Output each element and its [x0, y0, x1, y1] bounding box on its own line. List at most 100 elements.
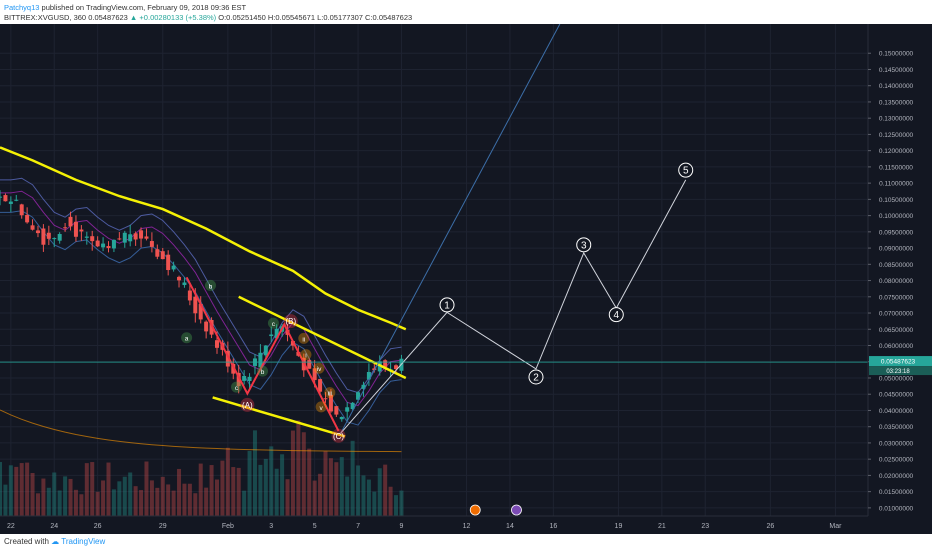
volume-bar — [231, 467, 236, 516]
price-axis-label: 0.01500000 — [879, 489, 914, 496]
volume-bar — [8, 465, 13, 516]
wave-label-circle — [576, 237, 592, 253]
ohlc-values: O:0.05251450 H:0.05545671 L:0.05177307 C… — [218, 13, 413, 22]
volume-ma-line — [0, 409, 402, 453]
symbol: BITTREX:XVGUSD, 360 — [4, 13, 87, 22]
pattern-label: (B) — [285, 317, 296, 326]
volume-bar — [204, 487, 209, 516]
candle-body — [187, 290, 192, 301]
pattern-label-circle — [313, 362, 325, 374]
price-axis-label: 0.08000000 — [879, 278, 914, 285]
price-axis-label: 0.05000000 — [879, 375, 914, 382]
price-axis-label: 0.09500000 — [879, 229, 914, 236]
pattern-label: (C) — [333, 432, 344, 441]
tradingview-brand[interactable]: TradingView — [61, 537, 106, 546]
wave-label-1: 1 — [444, 300, 450, 311]
volume-bar — [187, 483, 192, 516]
pattern-label: b — [209, 283, 213, 290]
volume-bar — [307, 448, 312, 516]
volume-bar — [133, 486, 138, 516]
elliott-projection-path — [340, 179, 687, 434]
volume-bar — [356, 465, 361, 516]
time-axis-label: 19 — [615, 523, 623, 530]
volume-bar — [323, 451, 328, 516]
candle-body — [30, 225, 35, 230]
pattern-label: c — [235, 385, 239, 392]
time-axis-label: 23 — [701, 523, 709, 530]
volume-bar — [345, 476, 350, 516]
volume-bar — [296, 420, 301, 516]
price-tag-label: 0.05487623 — [881, 359, 916, 366]
tradingview-logo-icon[interactable]: ☁ — [51, 537, 60, 546]
candle-body — [242, 376, 247, 381]
candle-body — [225, 350, 230, 367]
candle-body — [328, 394, 333, 412]
volume-bar — [106, 462, 111, 516]
volume-bar — [328, 458, 333, 516]
volume-bar — [312, 480, 317, 516]
price-axis-label: 0.12500000 — [879, 132, 914, 139]
volume-bar — [139, 490, 144, 516]
ma-line-1 — [0, 190, 402, 407]
pattern-label-circle — [331, 428, 346, 443]
volume-bar — [3, 484, 8, 516]
price-axis-label: 0.10000000 — [879, 213, 914, 220]
candle-body — [19, 204, 24, 216]
candle-body — [307, 360, 312, 369]
time-axis-label: 5 — [313, 523, 317, 530]
trendline-1 — [212, 396, 346, 438]
candle-body — [90, 236, 95, 242]
candle-body — [14, 199, 19, 201]
volume-bar — [111, 489, 116, 516]
volume-bar — [155, 487, 160, 516]
candle-body — [231, 363, 236, 374]
pattern-label-circle — [267, 317, 279, 329]
candle-body — [198, 303, 203, 320]
chart-header: Patchyq13 published on TradingView.com, … — [0, 0, 932, 24]
volume-bar — [52, 472, 57, 516]
candle-body — [84, 236, 89, 238]
volume-bar — [220, 460, 225, 516]
time-axis-label: 26 — [94, 523, 102, 530]
author-link[interactable]: Patchyq13 — [4, 3, 40, 12]
price-axis-bg — [868, 24, 932, 516]
volume-bar — [258, 464, 263, 516]
candle-body — [193, 296, 198, 314]
price-axis-label: 0.09000000 — [879, 246, 914, 253]
price-axis-label: 0.14500000 — [879, 67, 914, 74]
wave-label-3: 3 — [581, 240, 587, 251]
price-axis-label: 0.03000000 — [879, 440, 914, 447]
volume-bar — [366, 479, 371, 516]
pattern-label-circle — [231, 381, 243, 393]
price-axis-label: 0.10500000 — [879, 197, 914, 204]
volume-bar — [171, 490, 176, 516]
time-axis-label: 29 — [159, 523, 167, 530]
volume-bar — [339, 457, 344, 516]
volume-bar — [101, 480, 106, 516]
wave-label-2: 2 — [533, 373, 539, 384]
candle-body — [345, 407, 350, 412]
candle-body — [339, 416, 344, 420]
footer-credit: Created with ☁ TradingView — [4, 537, 105, 546]
pattern-label: b — [261, 369, 265, 376]
candle-body — [356, 392, 361, 400]
candle-body — [35, 230, 40, 234]
price-axis-label: 0.13000000 — [879, 116, 914, 123]
candle-body — [111, 239, 116, 249]
fib-projection-line — [340, 24, 561, 434]
time-axis-label: 21 — [658, 523, 666, 530]
volume-bar — [166, 484, 171, 516]
volume-bar — [388, 486, 393, 516]
price-tag-bg — [869, 356, 932, 367]
volume-bar — [269, 446, 274, 516]
pattern-label-circle — [324, 387, 336, 399]
volume-bar — [280, 454, 285, 516]
price-axis-label: 0.02500000 — [879, 457, 914, 464]
candle-body — [182, 282, 187, 286]
candle-body — [236, 372, 241, 387]
volume-bar — [361, 475, 366, 516]
candle-body — [274, 328, 279, 339]
price-axis-label: 0.11500000 — [879, 164, 913, 171]
